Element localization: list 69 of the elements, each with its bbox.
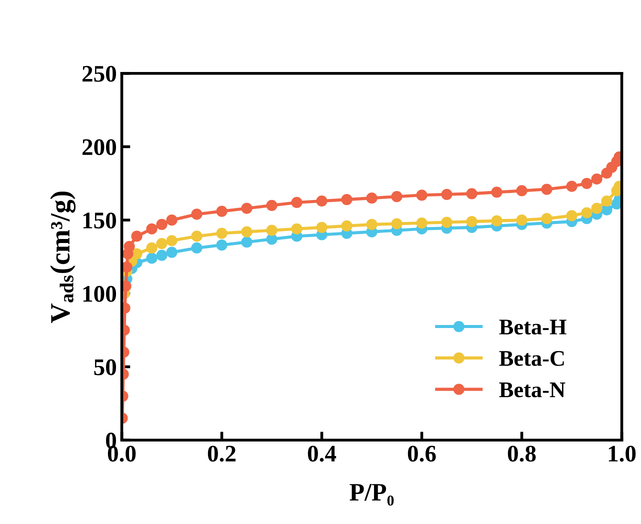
y-tick-label: 100: [83, 286, 116, 302]
point: [516, 214, 528, 226]
point: [131, 230, 142, 242]
point: [156, 218, 168, 230]
point: [122, 280, 132, 292]
point: [341, 220, 352, 232]
point: [491, 215, 502, 226]
point: [122, 261, 132, 273]
point: [581, 207, 592, 218]
point: [166, 235, 178, 246]
x-tick-label: 0.6: [408, 446, 436, 462]
point: [366, 218, 378, 230]
y-tick-label: 200: [82, 139, 116, 156]
point: [391, 218, 402, 230]
point: [466, 216, 478, 228]
point: [216, 239, 228, 251]
point: [166, 246, 178, 258]
y-tick-label: 250: [82, 66, 116, 82]
point: [581, 178, 592, 189]
point: [241, 226, 252, 238]
legend-label: Beta-N: [499, 382, 566, 398]
point: [131, 248, 142, 260]
x-tick-label: 0.2: [208, 446, 236, 462]
point: [541, 184, 552, 195]
point: [191, 208, 202, 220]
point: [566, 210, 578, 222]
point: [146, 242, 158, 254]
point: [146, 223, 158, 234]
y-tick-label: 150: [83, 212, 116, 229]
point: [491, 186, 502, 198]
point: [266, 224, 278, 236]
x-tick-label: 1.0: [608, 446, 636, 462]
point: [591, 173, 602, 185]
point: [341, 194, 352, 206]
point: [391, 191, 402, 202]
x-axis-title: P/P₀: [350, 484, 394, 506]
point: [156, 238, 168, 250]
point: [291, 196, 302, 208]
point: [541, 213, 552, 224]
legend-label: Beta-C: [499, 350, 564, 366]
point: [266, 200, 278, 211]
x-tick-label: 0.8: [508, 446, 536, 462]
point: [156, 250, 168, 261]
point: [601, 195, 612, 207]
point: [216, 206, 228, 217]
point: [416, 190, 428, 201]
x-tick-label: 0.4: [308, 446, 336, 462]
point: [241, 236, 252, 248]
y-tick-label: 50: [94, 359, 116, 376]
point: [124, 240, 135, 252]
point: [316, 195, 328, 207]
point: [366, 192, 378, 204]
point: [441, 188, 452, 200]
y-axis-title: V$_{ads}$(cm³/g): [50, 192, 76, 323]
point: [291, 223, 302, 234]
point: [191, 242, 202, 254]
point: [241, 202, 252, 214]
point: [316, 222, 328, 233]
point: [416, 217, 428, 229]
point: [441, 216, 452, 228]
point: [146, 252, 158, 264]
point: [466, 188, 478, 200]
point: [591, 202, 602, 214]
point: [166, 214, 178, 226]
point: [516, 185, 528, 196]
point: [216, 228, 228, 239]
point: [191, 230, 202, 242]
legend-label: Beta-H: [499, 320, 566, 335]
point: [566, 180, 578, 192]
